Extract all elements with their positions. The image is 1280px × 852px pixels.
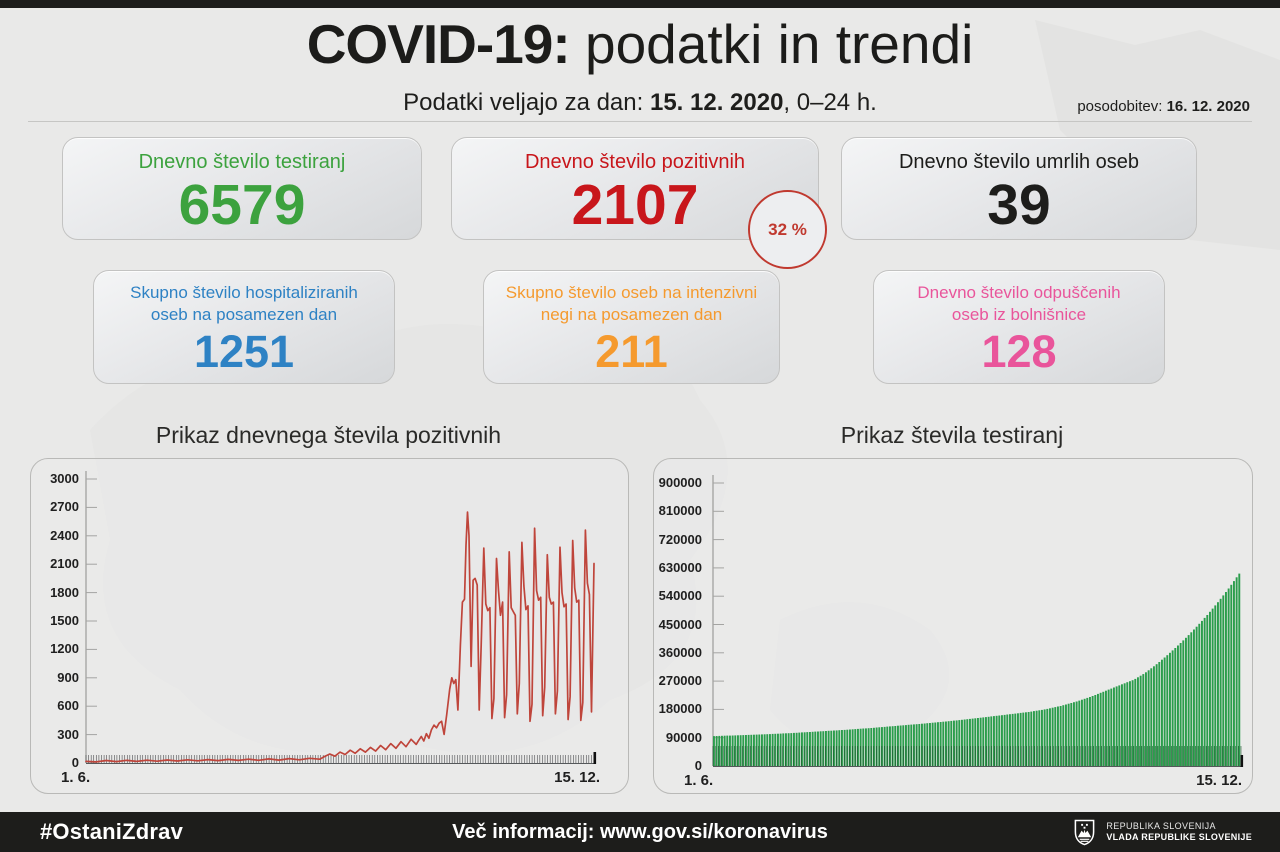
y-tick-label: 180000 xyxy=(658,701,702,717)
y-tick-label: 2400 xyxy=(50,527,79,543)
y-tick-label: 600 xyxy=(57,698,79,714)
page-title: COVID-19: podatki in trendi xyxy=(0,14,1280,75)
government-logo-block: REPUBLIKA SLOVENIJA VLADA REPUBLIKE SLOV… xyxy=(1073,819,1252,846)
stat-card-hospitalized: Skupno število hospitaliziranih oseb na p… xyxy=(93,270,395,384)
y-tick-label: 630000 xyxy=(658,559,702,575)
y-tick-label: 810000 xyxy=(658,503,702,519)
footer-bar: #OstaniZdrav Več informacij: www.gov.si/… xyxy=(0,812,1280,852)
stat-value: 6579 xyxy=(178,173,306,237)
y-tick-label: 900 xyxy=(57,669,79,685)
y-tick-label: 270000 xyxy=(658,673,702,689)
tests-bar-plot xyxy=(712,475,1244,767)
y-tick-label: 450000 xyxy=(658,616,702,632)
y-tick-label: 720000 xyxy=(658,531,702,547)
y-tick-label: 1200 xyxy=(50,641,79,657)
government-line: VLADA REPUBLIKE SLOVENIJE xyxy=(1106,832,1252,842)
stat-value: 211 xyxy=(595,326,668,378)
y-tick-label: 300 xyxy=(57,726,79,742)
y-tick-label: 2100 xyxy=(50,556,79,572)
data-valid-for-line: Podatki veljajo za dan: 15. 12. 2020, 0–… xyxy=(0,89,1280,117)
government-name: REPUBLIKA SLOVENIJA VLADA REPUBLIKE SLOV… xyxy=(1106,821,1252,844)
stat-label: Dnevno število umrlih oseb xyxy=(898,151,1140,173)
stat-value: 39 xyxy=(987,173,1051,237)
subtitle-suffix: , 0–24 h. xyxy=(783,89,877,116)
stat-label: Dnevno število testiranj xyxy=(138,151,346,173)
republic-line: REPUBLIKA SLOVENIJA xyxy=(1106,820,1216,831)
stat-label: Dnevno število pozitivnih xyxy=(524,151,746,173)
stat-card-discharged: Dnevno število odpuščenih oseb iz bolnišn… xyxy=(873,270,1165,384)
stat-value: 2107 xyxy=(571,173,699,237)
stat-card-daily-deaths: Dnevno število umrlih oseb 39 xyxy=(841,137,1197,240)
page-title-strong: COVID-19: xyxy=(306,13,571,75)
y-tick-label: 0 xyxy=(71,755,79,770)
update-label: posodobitev: xyxy=(1077,98,1167,115)
stat-label: Dnevno število odpuščenih oseb iz bolnišn… xyxy=(917,283,1121,325)
positives-chart-title: Prikaz dnevnega števila pozitivnih xyxy=(155,422,502,448)
y-tick-label: 2700 xyxy=(50,499,79,515)
x-axis-start-label: 1. 6. xyxy=(61,769,91,786)
y-tick-label: 1500 xyxy=(50,613,79,628)
x-axis-start-label: 1. 6. xyxy=(684,772,714,789)
subtitle-prefix: Podatki veljajo za dan: xyxy=(403,89,650,116)
tests-chart-panel: 900000 810000 720000 630000 540000 450000 3600… xyxy=(653,458,1253,794)
positives-chart-panel: 3000 2700 2400 2100 1800 1500 1200 900 600 300 0 1… xyxy=(30,458,629,794)
tests-chart-title: Prikaz števila testiranj xyxy=(840,422,1064,448)
positives-line-plot xyxy=(85,471,597,764)
stat-label: Skupno število oseb na intenzivni negi na… xyxy=(505,283,758,325)
y-tick-label: 3000 xyxy=(50,471,79,486)
y-axis-tick-labels: 900000 810000 720000 630000 540000 450000 3600… xyxy=(654,459,704,793)
update-date: 16. 12. 2020 xyxy=(1166,98,1250,115)
page-title-rest: podatki in trendi xyxy=(569,13,974,75)
stat-value: 128 xyxy=(981,326,1057,378)
y-tick-label: 360000 xyxy=(658,644,702,660)
stat-card-daily-tests: Dnevno število testiranj 6579 xyxy=(62,137,422,240)
top-bar xyxy=(0,0,1280,8)
y-tick-label: 90000 xyxy=(665,729,702,745)
y-tick-label: 0 xyxy=(694,758,702,773)
x-axis-end-label: 15. 12. xyxy=(1196,772,1242,789)
more-info-url: Več informacij: www.gov.si/koronavirus xyxy=(452,820,828,843)
y-axis-tick-labels: 3000 2700 2400 2100 1800 1500 1200 900 600 300 0 xyxy=(31,459,81,793)
subtitle-date: 15. 12. 2020 xyxy=(649,89,784,116)
hashtag-ostanizdrav: #OstaniZdrav xyxy=(40,819,184,844)
positive-share-badge: 32 % xyxy=(748,190,827,269)
header-divider xyxy=(28,121,1252,122)
stat-label: Skupno število hospitaliziranih oseb na p… xyxy=(130,283,358,325)
y-tick-label: 900000 xyxy=(658,475,702,490)
x-axis-end-label: 15. 12. xyxy=(554,769,600,786)
stat-card-icu: Skupno število oseb na intenzivni negi na… xyxy=(483,270,780,384)
slovenia-coat-of-arms-icon xyxy=(1074,819,1095,845)
last-update-line: posodobitev: 16. 12. 2020 xyxy=(1077,98,1250,115)
y-tick-label: 540000 xyxy=(658,588,702,604)
y-tick-label: 1800 xyxy=(50,584,79,600)
stat-value: 1251 xyxy=(193,326,295,378)
